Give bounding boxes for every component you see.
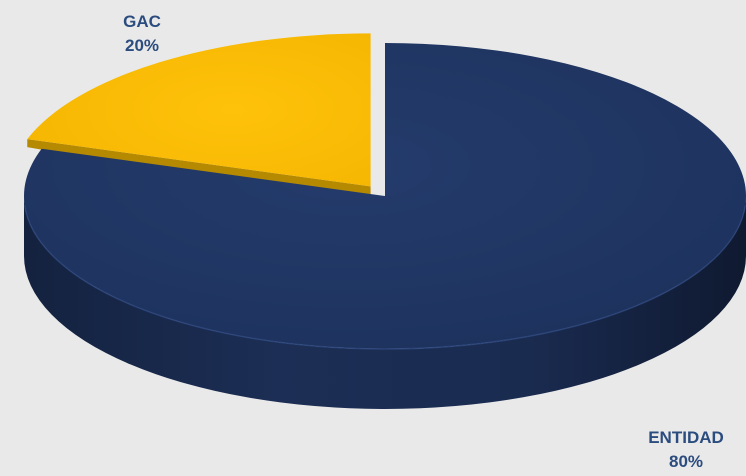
data-label-gac: GAC 20% xyxy=(112,10,172,58)
pie-slice-gac-top xyxy=(27,33,371,187)
pie-rim-highlight xyxy=(23,205,746,350)
data-label-gac-category: GAC xyxy=(123,12,161,31)
data-label-entidad-value: 80% xyxy=(668,452,704,471)
data-label-gac-value: 20% xyxy=(124,36,160,55)
data-label-entidad: ENTIDAD 80% xyxy=(628,426,744,474)
pie-slice-entidad-side xyxy=(24,196,746,409)
data-label-entidad-category: ENTIDAD xyxy=(648,428,724,447)
pie-slice-entidad-top xyxy=(24,43,746,349)
pie-slice-entidad xyxy=(24,43,746,409)
